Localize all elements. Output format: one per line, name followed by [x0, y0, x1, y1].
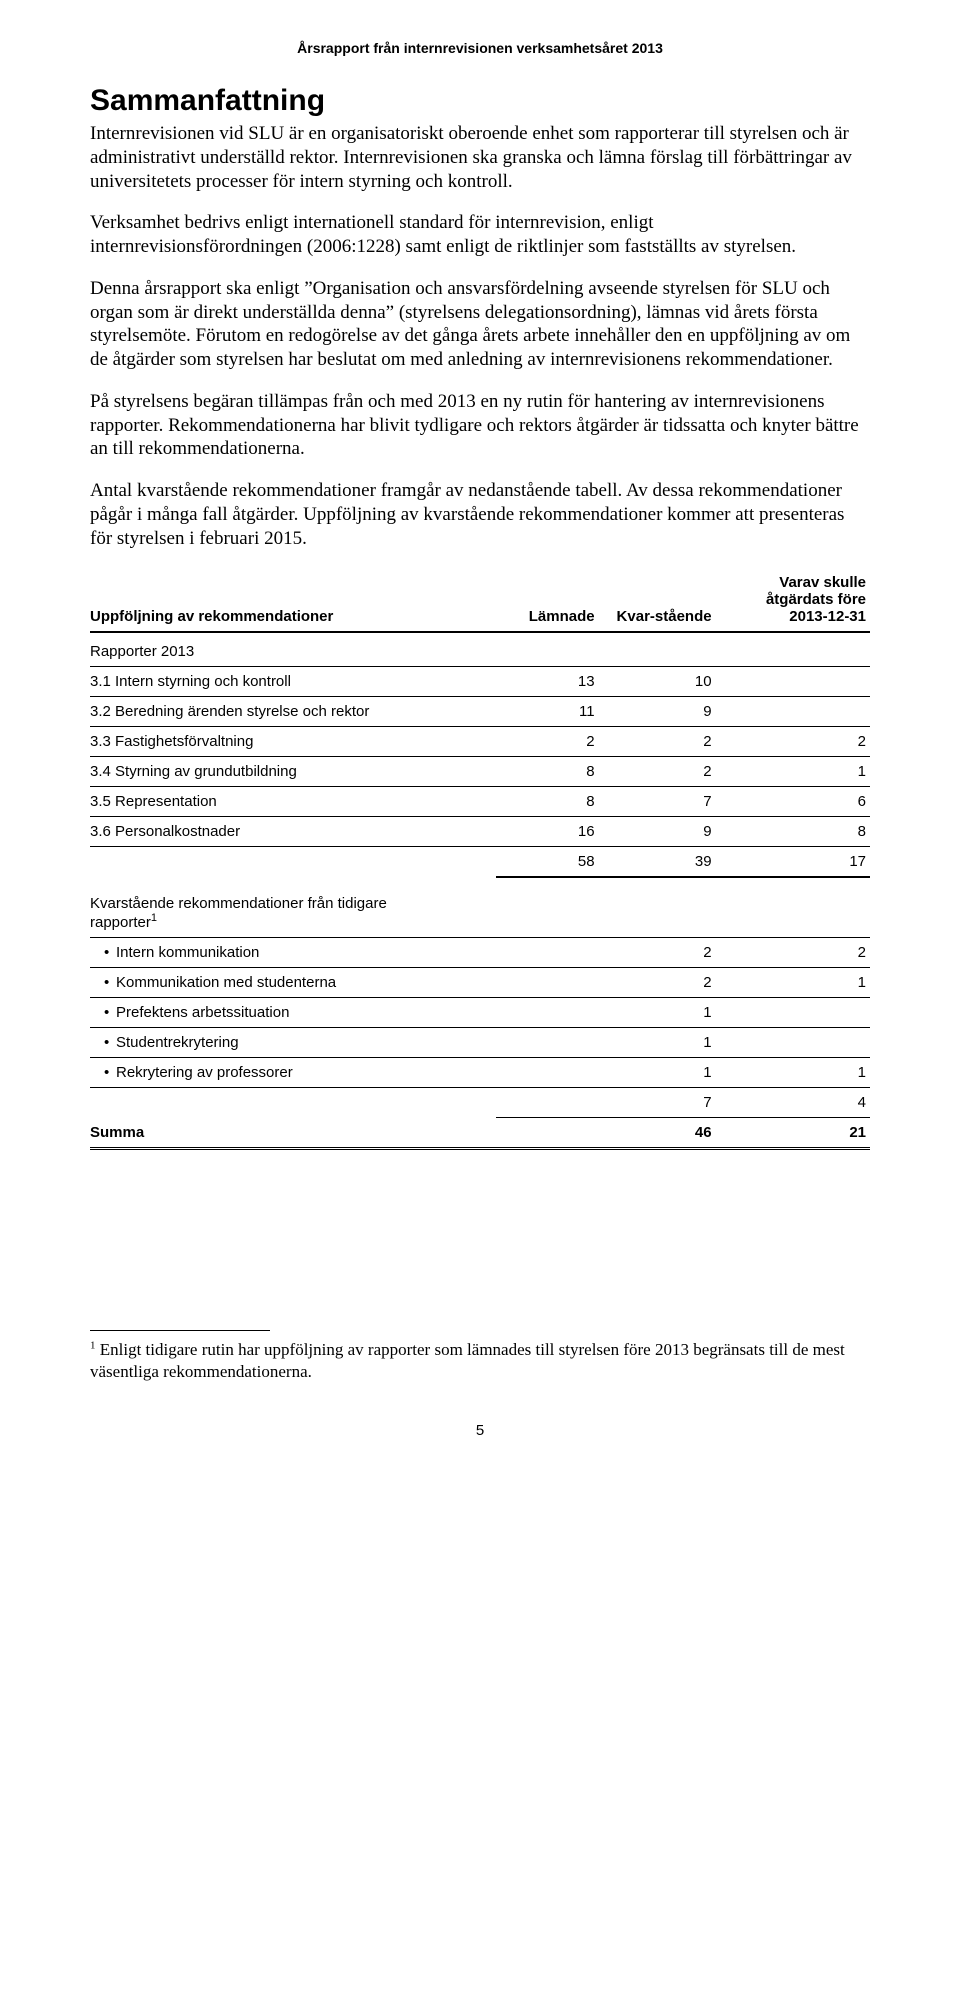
- col-header-atgardats: Varav skulle åtgärdats före 2013-12-31: [730, 568, 870, 632]
- paragraph-1: Internrevisionen vid SLU är en organisat…: [90, 122, 870, 193]
- table-row: 3.1 Intern styrning och kontroll 13 10: [90, 667, 870, 697]
- footnote-separator: [90, 1330, 270, 1331]
- table-row: 3.4 Styrning av grundutbildning 8 2 1: [90, 757, 870, 787]
- table-section-rapporter: Rapporter 2013: [90, 632, 870, 667]
- table-section-tidigare: Kvarstående rekommendationer från tidiga…: [90, 877, 870, 938]
- table-row: 3.3 Fastighetsförvaltning 2 2 2: [90, 727, 870, 757]
- table-row: •Rekrytering av professorer 1 1: [90, 1058, 870, 1088]
- col-header-kvarstaende: Kvar-stående: [613, 568, 730, 632]
- table-row: 3.6 Personalkostnader 16 9 8: [90, 817, 870, 847]
- section-title: Sammanfattning: [90, 84, 870, 118]
- col-header-lamnade: Lämnade: [496, 568, 613, 632]
- table-row: •Kommunikation med studenterna 2 1: [90, 968, 870, 998]
- paragraph-4: På styrelsens begäran tillämpas från och…: [90, 390, 870, 461]
- page-number: 5: [90, 1422, 870, 1439]
- table-row: 3.5 Representation 8 7 6: [90, 787, 870, 817]
- table-grand-total: Summa 46 21: [90, 1118, 870, 1149]
- page-header: Årsrapport från internrevisionen verksam…: [90, 40, 870, 56]
- table-row: •Prefektens arbetssituation 1: [90, 998, 870, 1028]
- col-header-label: Uppföljning av rekommendationer: [90, 568, 496, 632]
- paragraph-5: Antal kvarstående rekommendationer framg…: [90, 479, 870, 550]
- paragraph-2: Verksamhet bedrivs enligt internationell…: [90, 211, 870, 259]
- document-page: Årsrapport från internrevisionen verksam…: [0, 0, 960, 1499]
- recommendations-table: Uppföljning av rekommendationer Lämnade …: [90, 568, 870, 1150]
- paragraph-3: Denna årsrapport ska enligt ”Organisatio…: [90, 277, 870, 372]
- table-row: •Intern kommunikation 2 2: [90, 938, 870, 968]
- table-row: •Studentrekrytering 1: [90, 1028, 870, 1058]
- table-row: 3.2 Beredning ärenden styrelse och rekto…: [90, 697, 870, 727]
- table-subtotal-2: 7 4: [90, 1088, 870, 1118]
- table-subtotal-1: 58 39 17: [90, 847, 870, 878]
- footnote-text: 1 Enligt tidigare rutin har uppföljning …: [90, 1339, 870, 1382]
